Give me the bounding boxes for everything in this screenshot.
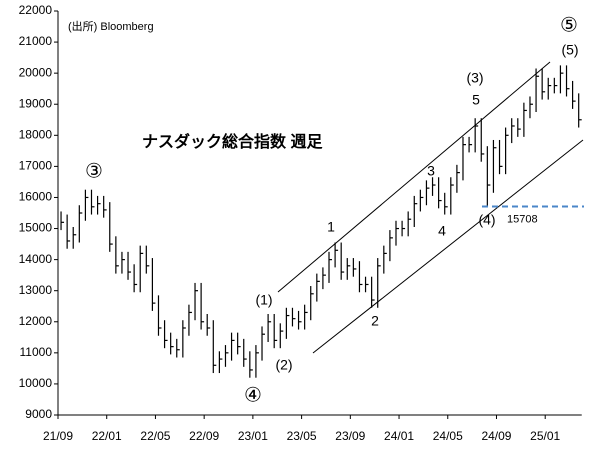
x-tick-label: 24/01 [384, 429, 414, 443]
x-tick-label: 24/09 [481, 429, 511, 443]
y-tick-label: 15000 [19, 221, 53, 235]
y-tick-label: 17000 [19, 159, 53, 173]
wave-label: (4) [478, 212, 495, 228]
wave-label: 1 [327, 219, 335, 235]
support-label: 15708 [507, 213, 538, 225]
y-tick-label: 11000 [20, 345, 53, 359]
wave-label: 3 [427, 163, 435, 179]
x-tick-label: 21/09 [43, 429, 73, 443]
x-tick-label: 23/01 [238, 429, 268, 443]
wave-label: 2 [371, 313, 379, 329]
x-tick-label: 23/09 [335, 429, 365, 443]
chart-title: ナスダック総合指数 週足 [142, 132, 323, 151]
channel-lower [312, 139, 584, 354]
x-tick-label: 22/01 [92, 429, 122, 443]
y-tick-label: 14000 [19, 252, 53, 266]
y-tick-label: 12000 [19, 314, 53, 328]
channel-upper [277, 61, 551, 293]
source-note: (出所) Bloomberg [68, 19, 154, 33]
x-tick-label: 23/05 [287, 429, 317, 443]
y-tick-label: 9000 [25, 407, 52, 421]
wave-label: ③ [85, 159, 103, 183]
y-tick-label: 18000 [19, 127, 53, 141]
y-tick-label: 10000 [19, 376, 53, 390]
wave-label: (3) [466, 70, 483, 86]
wave-label: ④ [244, 383, 262, 407]
x-tick-label: 25/01 [530, 429, 560, 443]
wave-label: 4 [438, 223, 446, 239]
x-tick-label: 22/09 [189, 429, 219, 443]
y-tick-label: 16000 [19, 190, 53, 204]
x-tick-label: 24/05 [433, 429, 463, 443]
wave-label: (5) [561, 42, 578, 58]
y-tick-label: 21000 [19, 34, 53, 48]
wave-label: (1) [255, 292, 272, 308]
wave-label: (2) [275, 357, 292, 373]
x-tick-label: 22/05 [140, 429, 170, 443]
y-tick-label: 13000 [19, 283, 53, 297]
wave-label: ⑤ [560, 13, 578, 37]
wave-label: 5 [472, 92, 480, 108]
y-tick-label: 19000 [19, 96, 53, 110]
y-tick-label: 20000 [19, 65, 53, 79]
y-tick-label: 22000 [19, 3, 53, 17]
